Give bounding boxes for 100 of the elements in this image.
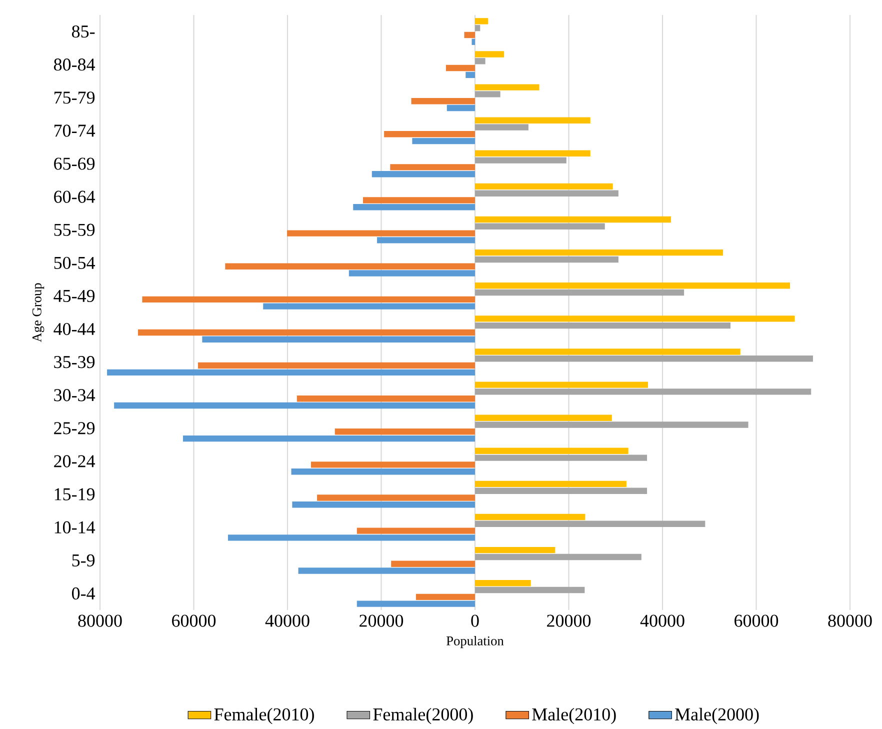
bar: [362, 197, 476, 204]
bar: [475, 422, 748, 428]
x-tick-label: 60000: [734, 614, 778, 627]
bar: [475, 183, 613, 190]
bar: [475, 124, 528, 130]
bar: [475, 84, 540, 90]
bar: [475, 382, 648, 388]
bar: [202, 336, 476, 342]
bar: [475, 190, 618, 196]
y-tick-label: 75-79: [54, 92, 95, 104]
bar: [138, 329, 476, 336]
y-tick-label: 85-: [72, 25, 95, 38]
bar: [287, 230, 476, 236]
bar: [475, 356, 813, 362]
bar: [296, 395, 476, 402]
bar: [472, 38, 476, 45]
y-axis-title: Age Group: [32, 283, 44, 342]
bar: [114, 402, 476, 409]
y-tick-label: 65-69: [54, 158, 95, 170]
bar: [475, 51, 504, 58]
y-tick-label: 10-14: [54, 521, 96, 534]
bar: [446, 104, 476, 112]
bar: [475, 282, 790, 289]
y-tick-label: 0-4: [72, 587, 96, 600]
y-tick-label: 20-24: [54, 455, 96, 468]
bar: [475, 322, 730, 329]
bar: [356, 528, 476, 534]
bar: [475, 520, 706, 528]
x-tick-label: 0: [471, 614, 479, 627]
bar: [475, 256, 618, 263]
bar: [356, 600, 476, 607]
bar: [107, 369, 476, 376]
y-tick-label: 25-29: [54, 422, 95, 434]
legend-label: Male(2010): [532, 708, 616, 724]
bar: [182, 435, 476, 442]
bar: [475, 157, 566, 164]
y-tick-label: 30-34: [54, 389, 96, 402]
bar: [475, 150, 590, 156]
bar: [475, 348, 740, 355]
bar: [390, 164, 476, 170]
x-tick-label: 20000: [360, 614, 404, 627]
bar: [475, 554, 642, 560]
y-tick-label: 35-39: [54, 356, 95, 368]
bar: [475, 448, 628, 454]
legend-label: Female(2000): [373, 708, 473, 724]
x-axis-title: Population: [446, 636, 504, 648]
bar: [475, 216, 671, 223]
bar: [310, 462, 476, 468]
bar: [464, 32, 476, 38]
y-tick-label: 80-84: [54, 58, 96, 71]
y-tick-label: 55-59: [54, 224, 95, 236]
legend-label: Female(2010): [214, 708, 314, 724]
bar: [475, 18, 488, 24]
bar: [475, 117, 590, 124]
bar: [466, 72, 476, 78]
bar: [353, 204, 476, 210]
y-tick-label: 45-49: [54, 290, 95, 302]
y-tick-label: 15-19: [54, 488, 95, 500]
bar: [348, 270, 476, 276]
bar: [225, 263, 476, 270]
bar: [384, 131, 476, 138]
bar: [475, 249, 723, 256]
bar: [475, 580, 531, 586]
y-tick-label: 70-74: [54, 124, 96, 137]
bar: [334, 428, 476, 435]
x-tick-label: 60000: [172, 614, 216, 627]
x-tick-label: 20000: [547, 614, 591, 627]
bar: [475, 58, 486, 64]
y-tick-label: 40-44: [54, 322, 96, 336]
bar: [412, 138, 476, 144]
bar: [475, 91, 500, 98]
bar: [228, 534, 476, 541]
x-tick-label: 80000: [78, 614, 122, 627]
bar: [475, 488, 648, 494]
bar: [475, 223, 605, 230]
bar: [411, 98, 476, 104]
bar: [475, 316, 795, 322]
bar: [377, 237, 476, 244]
bar: [475, 289, 684, 296]
bar: [475, 586, 585, 594]
bar: [475, 546, 556, 554]
y-tick-label: 5-9: [72, 554, 95, 566]
bar: [198, 362, 476, 369]
bar: [475, 414, 612, 421]
x-tick-label: 40000: [640, 614, 684, 627]
bar: [475, 24, 480, 32]
bar: [142, 296, 476, 303]
bar: [291, 468, 476, 475]
y-tick-label: 50-54: [54, 256, 96, 269]
bar: [372, 170, 476, 178]
bar: [475, 514, 586, 520]
bar: [475, 480, 626, 488]
x-tick-label: 80000: [828, 614, 872, 627]
bar: [446, 64, 476, 72]
bar: [475, 454, 648, 461]
bar: [391, 560, 476, 567]
legend-label: Male(2000): [675, 708, 759, 724]
x-tick-label: 40000: [265, 614, 310, 627]
bar: [263, 303, 476, 310]
bar: [416, 594, 476, 600]
